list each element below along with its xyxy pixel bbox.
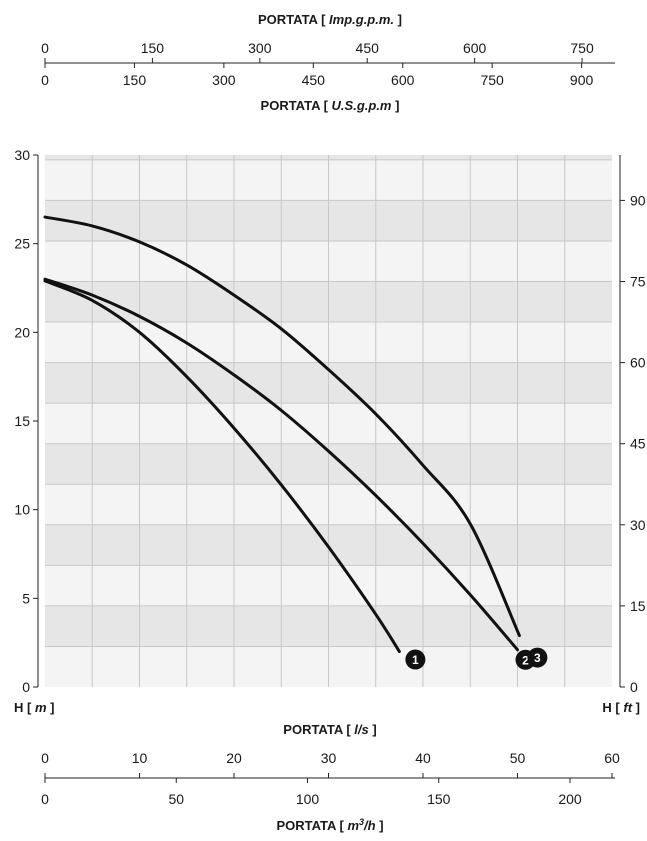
right-tick-label-60: 60 (630, 355, 646, 371)
bottom-m3h-tick-label-0: 0 (41, 791, 49, 807)
right-axis-title-unit: ft (623, 700, 632, 715)
bottom-ls-tick-label-10: 10 (132, 750, 148, 766)
top-us-tick-label-300: 300 (212, 72, 236, 88)
right-tick-label-0: 0 (630, 679, 638, 695)
bottom-ls-tick-label-0: 0 (41, 750, 49, 766)
left-axis-title: H [ m ] (14, 700, 54, 715)
left-tick-label-15: 15 (14, 413, 30, 429)
right-tick-label-90: 90 (630, 192, 646, 208)
top-imp-tick-label-600: 600 (463, 40, 487, 56)
right-tick-label-30: 30 (630, 517, 646, 533)
right-tick-label-15: 15 (630, 598, 646, 614)
top-us-title-label: PORTATA [ (261, 98, 332, 113)
bottom-m3h-title-label: PORTATA [ (276, 818, 347, 833)
top-us-tick-label-600: 600 (391, 72, 415, 88)
top-us-axis-title: PORTATA [ U.S.g.p.m ] (261, 98, 400, 113)
bottom-ls-tick-label-30: 30 (321, 750, 337, 766)
curve-marker-label-1: 1 (412, 653, 419, 667)
left-tick-label-5: 5 (22, 590, 30, 606)
top-us-tick-label-0: 0 (41, 72, 49, 88)
gridlines (45, 155, 612, 687)
left-tick-label-25: 25 (14, 236, 30, 252)
bottom-m3h-title-sup: 3 (359, 817, 364, 827)
bottom-m3h-tick-label-100: 100 (296, 791, 320, 807)
top-imp-tick-label-450: 450 (356, 40, 380, 56)
bottom-ls-tick-label-50: 50 (510, 750, 526, 766)
curve-3 (43, 215, 521, 638)
curve-marker-1: 1 (405, 649, 426, 670)
top-us-tick-label-450: 450 (302, 72, 326, 88)
curve-2 (43, 277, 519, 652)
curves (43, 215, 521, 654)
top-us-title-unit: U.S.g.p.m (332, 98, 392, 113)
right-tick-label-75: 75 (630, 274, 646, 290)
bottom-m3h-axis-title: PORTATA [ m3/h ] (276, 817, 383, 833)
left-tick-label-10: 10 (14, 502, 30, 518)
top-imp-title-unit: Imp.g.p.m. (329, 12, 394, 27)
bottom-m3h-tick-label-50: 50 (168, 791, 184, 807)
top-us-tick-label-150: 150 (123, 72, 147, 88)
bottom-ls-tick-label-60: 60 (604, 750, 620, 766)
bottom-m3h-title-unit: m (347, 818, 359, 833)
bottom-ls-axis-title: PORTATA [ l/s ] (283, 722, 376, 737)
bottom-ls-tick-label-20: 20 (226, 750, 242, 766)
bottom-ls-tick-label-40: 40 (415, 750, 431, 766)
curve-marker-circle-3 (527, 647, 548, 668)
bottom-m3h-tick-label-150: 150 (427, 791, 451, 807)
right-axis-title-label: H [ (602, 700, 623, 715)
left-axis-title-close: ] (47, 700, 55, 715)
left-tick-label-20: 20 (14, 324, 30, 340)
right-axis-title: H [ ft ] (602, 700, 640, 715)
bottom-m3h-title-rest: /h (363, 818, 376, 833)
top-imp-title-close: ] (394, 12, 402, 27)
left-tick-label-0: 0 (22, 679, 30, 695)
bottom-ls-title-close: ] (369, 722, 377, 737)
top-imp-title-label: PORTATA [ (258, 12, 329, 27)
right-axis-title-close: ] (632, 700, 640, 715)
top-us-title-close: ] (392, 98, 400, 113)
bottom-m3h-tick-label-200: 200 (558, 791, 582, 807)
right-tick-label-45: 45 (630, 436, 646, 452)
top-imp-tick-label-0: 0 (41, 40, 49, 56)
top-imp-tick-label-150: 150 (141, 40, 165, 56)
bottom-ls-title-label: PORTATA [ (283, 722, 354, 737)
left-tick-label-30: 30 (14, 147, 30, 163)
top-imp-tick-label-300: 300 (248, 40, 272, 56)
curve-marker-3: 3 (527, 647, 548, 668)
top-imp-tick-label-750: 750 (570, 40, 594, 56)
top-us-tick-label-900: 900 (570, 72, 594, 88)
bottom-ls-title-unit: l/s (354, 722, 368, 737)
top-us-tick-label-750: 750 (480, 72, 504, 88)
left-axis-title-label: H [ (14, 700, 35, 715)
bottom-m3h-title-close: ] (376, 818, 384, 833)
top-imp-axis-title: PORTATA [ Imp.g.p.m. ] (258, 12, 402, 27)
left-axis-title-unit: m (35, 700, 47, 715)
curve-1 (43, 279, 401, 654)
curve-marker-label-2: 2 (522, 653, 529, 667)
curve-marker-circle-1 (405, 649, 426, 670)
curve-marker-label-3: 3 (534, 651, 541, 665)
